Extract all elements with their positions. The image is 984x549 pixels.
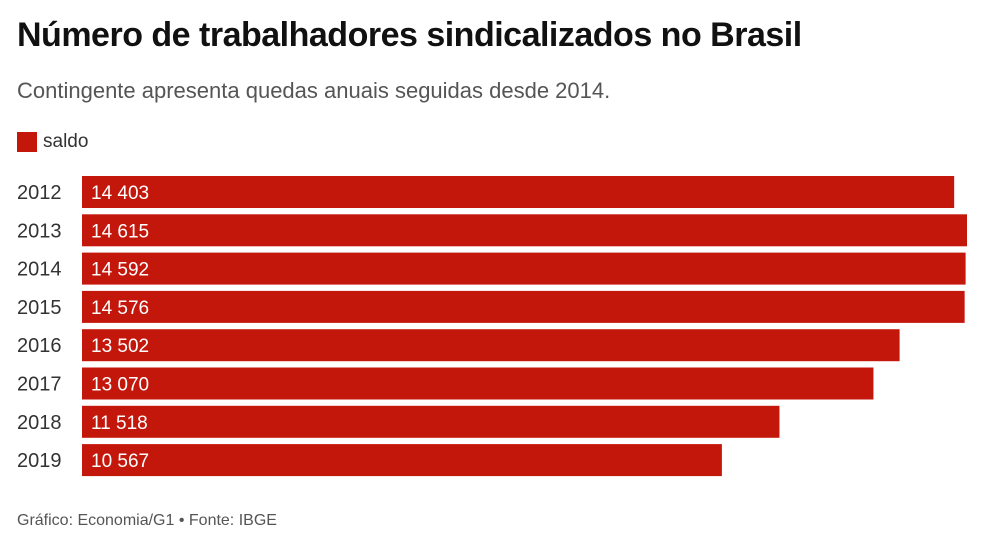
legend-label: saldo bbox=[43, 131, 89, 152]
chart-subtitle: Contingente apresenta quedas anuais segu… bbox=[17, 78, 611, 103]
category-label-2018: 2018 bbox=[17, 412, 62, 434]
category-label-2017: 2017 bbox=[17, 374, 62, 396]
source-footer: Gráfico: Economia/G1 • Fonte: IBGE bbox=[17, 512, 277, 529]
legend-swatch bbox=[17, 132, 37, 152]
category-label-2015: 2015 bbox=[17, 297, 62, 319]
data-label-2014: 14 592 bbox=[91, 260, 149, 281]
bar-2016 bbox=[82, 329, 900, 362]
category-label-2013: 2013 bbox=[17, 220, 62, 242]
data-label-2015: 14 576 bbox=[91, 298, 149, 319]
legend: saldo bbox=[17, 131, 88, 153]
bar-2013 bbox=[82, 214, 967, 247]
data-label-2019: 10 567 bbox=[91, 451, 149, 472]
category-label-2012: 2012 bbox=[17, 182, 62, 204]
category-label-2014: 2014 bbox=[17, 259, 62, 281]
chart-title: Número de trabalhadores sindicalizados n… bbox=[17, 16, 802, 54]
bar-2012 bbox=[82, 176, 955, 208]
bar-2015 bbox=[82, 290, 965, 323]
bar-2018 bbox=[82, 405, 780, 438]
bars-layer: 2012 14 403 2013 14 615 2014 14 592 2015 14 576… bbox=[17, 176, 967, 477]
data-label-2016: 13 502 bbox=[91, 336, 149, 357]
bar-2017 bbox=[82, 367, 874, 400]
data-label-2017: 13 070 bbox=[91, 375, 149, 396]
data-label-2018: 11 518 bbox=[91, 413, 148, 434]
category-label-2016: 2016 bbox=[17, 335, 62, 357]
category-label-2019: 2019 bbox=[17, 450, 62, 472]
data-label-2012: 14 403 bbox=[91, 183, 149, 204]
bar-2014 bbox=[82, 252, 966, 285]
data-label-2013: 14 615 bbox=[91, 221, 149, 242]
bar-2019 bbox=[82, 444, 722, 477]
